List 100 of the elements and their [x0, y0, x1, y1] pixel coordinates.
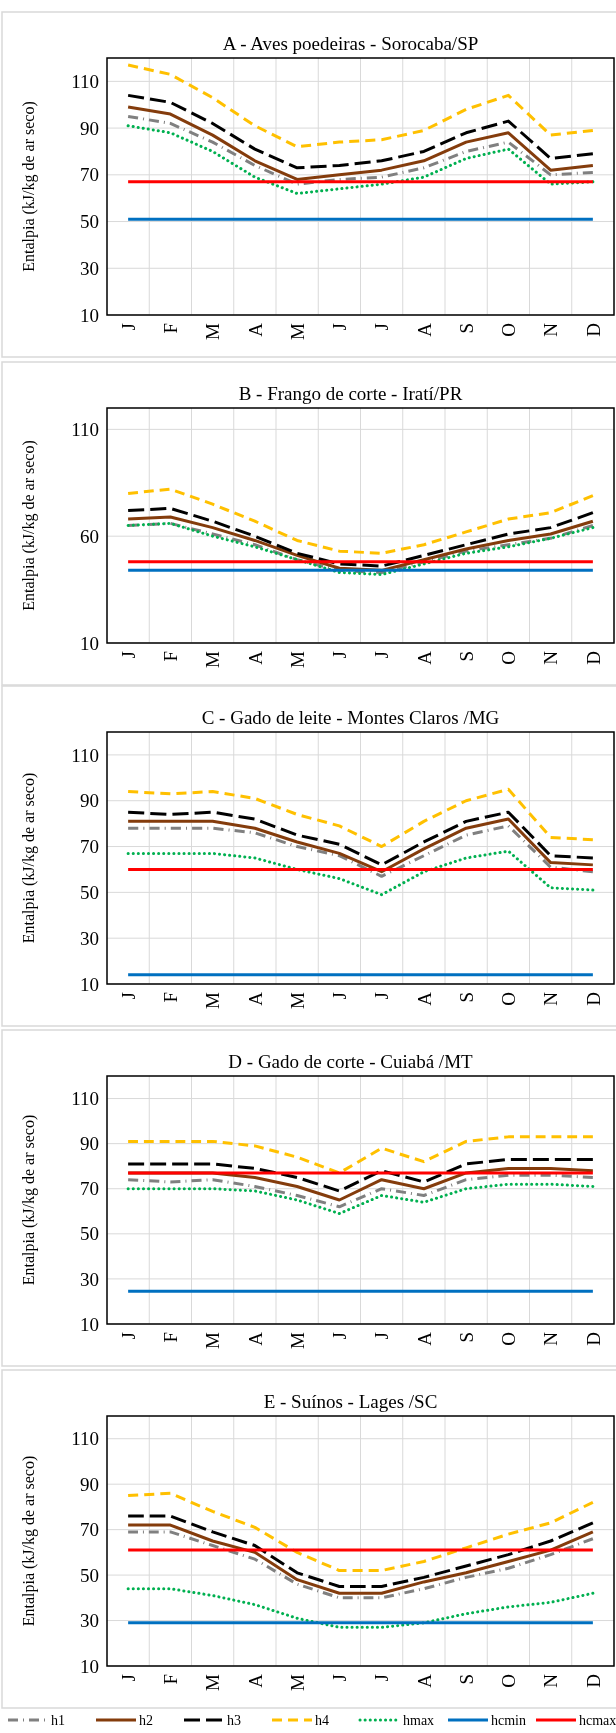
x-tick-label: J — [329, 651, 351, 659]
y-tick-label: 90 — [80, 790, 99, 812]
x-tick-label: F — [160, 651, 182, 662]
y-tick-label: 90 — [80, 117, 99, 139]
x-tick-label: O — [498, 323, 520, 337]
x-tick-label: J — [371, 651, 393, 659]
x-tick-label: J — [371, 1674, 393, 1682]
x-tick-label: J — [117, 651, 139, 659]
line-series — [126, 787, 595, 849]
legend-label: hcmax — [579, 1713, 616, 1728]
x-tick-label: M — [286, 322, 308, 340]
y-tick-label: 10 — [80, 973, 99, 995]
x-tick-label: J — [117, 992, 139, 1000]
legend-label: hmax — [403, 1713, 435, 1728]
y-tick-label: 30 — [80, 257, 99, 279]
y-tick-label: 50 — [80, 1564, 99, 1586]
y-tick-label: 110 — [71, 419, 99, 441]
line-series — [126, 1587, 595, 1629]
line-series — [126, 487, 595, 555]
legend-label: h1 — [51, 1713, 65, 1728]
x-tick-label: J — [371, 1332, 393, 1340]
x-tick-label: M — [286, 991, 308, 1009]
x-tick-label: J — [371, 323, 393, 331]
line-series — [126, 1491, 595, 1573]
line-series — [126, 817, 595, 874]
x-tick-label: N — [540, 1331, 562, 1346]
x-tick-label: M — [286, 650, 308, 668]
y-tick-label: 70 — [80, 164, 99, 186]
x-tick-label: N — [540, 322, 562, 337]
legend-label: hcmin — [491, 1713, 526, 1728]
x-tick-label: F — [160, 992, 182, 1003]
x-tick-label: J — [329, 992, 351, 1000]
legend-label: h3 — [227, 1713, 241, 1728]
x-tick-label: N — [540, 650, 562, 665]
y-tick-label: 30 — [80, 927, 99, 949]
x-tick-label: A — [413, 1331, 435, 1346]
x-tick-label: O — [498, 651, 520, 665]
line-series — [126, 114, 595, 186]
x-tick-label: D — [582, 992, 604, 1006]
y-tick-label: 10 — [80, 1313, 99, 1335]
line-series — [126, 1173, 595, 1209]
x-tick-label: A — [413, 991, 435, 1006]
line-series — [126, 1530, 595, 1600]
y-tick-label: 10 — [80, 304, 99, 326]
y-tick-label: 30 — [80, 1268, 99, 1290]
x-tick-label: A — [244, 1331, 266, 1346]
y-axis-title: Entalpia (kJ/kg de ar seco) — [20, 1114, 38, 1286]
legend-label: h4 — [315, 1713, 329, 1728]
y-tick-label: 70 — [80, 1178, 99, 1200]
x-tick-label: D — [582, 651, 604, 665]
y-tick-label: 50 — [80, 211, 99, 233]
y-tick-label: 50 — [80, 1223, 99, 1245]
y-tick-label: 30 — [80, 1610, 99, 1632]
x-tick-label: D — [582, 1674, 604, 1688]
line-series — [126, 824, 595, 878]
x-tick-label: M — [286, 1673, 308, 1691]
y-tick-label: 70 — [80, 1519, 99, 1541]
x-tick-label: J — [329, 1332, 351, 1340]
x-tick-label: A — [413, 322, 435, 337]
x-tick-label: M — [202, 991, 224, 1009]
y-tick-label: 60 — [80, 525, 99, 547]
y-tick-label: 10 — [80, 1655, 99, 1677]
x-tick-label: F — [160, 1332, 182, 1343]
x-tick-label: A — [413, 1673, 435, 1688]
x-tick-label: A — [244, 322, 266, 337]
x-tick-label: O — [498, 992, 520, 1006]
line-series — [126, 63, 595, 149]
x-tick-label: J — [117, 1674, 139, 1682]
y-tick-label: 70 — [80, 836, 99, 858]
x-tick-label: J — [329, 1674, 351, 1682]
x-tick-label: J — [329, 323, 351, 331]
x-tick-label: J — [117, 323, 139, 331]
y-axis-title: Entalpia (kJ/kg de ar seco) — [20, 1455, 38, 1627]
line-series — [126, 93, 595, 170]
x-tick-label: O — [498, 1674, 520, 1688]
y-tick-label: 110 — [71, 71, 99, 93]
x-tick-label: M — [202, 1331, 224, 1349]
y-tick-label: 110 — [71, 1088, 99, 1110]
line-series — [126, 849, 595, 897]
x-tick-label: F — [160, 1674, 182, 1685]
x-tick-label: N — [540, 991, 562, 1006]
x-tick-label: S — [455, 992, 477, 1003]
chart-title: D - Gado de corte - Cuiabá /MT — [228, 1051, 474, 1072]
x-tick-label: S — [455, 651, 477, 662]
chart-title: A - Aves poedeiras - Sorocaba/SP — [222, 33, 479, 54]
y-tick-label: 50 — [80, 882, 99, 904]
x-tick-label: M — [202, 650, 224, 668]
x-tick-label: D — [582, 323, 604, 337]
line-series — [126, 105, 595, 181]
x-tick-label: D — [582, 1332, 604, 1346]
x-tick-label: O — [498, 1332, 520, 1346]
y-axis-title: Entalpia (kJ/kg de ar seco) — [20, 772, 38, 944]
x-tick-label: S — [455, 1674, 477, 1685]
chart-title: C - Gado de leite - Montes Claros /MG — [201, 707, 500, 728]
line-series — [126, 124, 595, 196]
y-axis-title: Entalpia (kJ/kg de ar seco) — [20, 440, 38, 611]
line-series — [126, 1157, 595, 1193]
x-tick-label: M — [286, 1331, 308, 1349]
x-tick-label: S — [455, 323, 477, 334]
legend-label: h2 — [139, 1713, 153, 1728]
